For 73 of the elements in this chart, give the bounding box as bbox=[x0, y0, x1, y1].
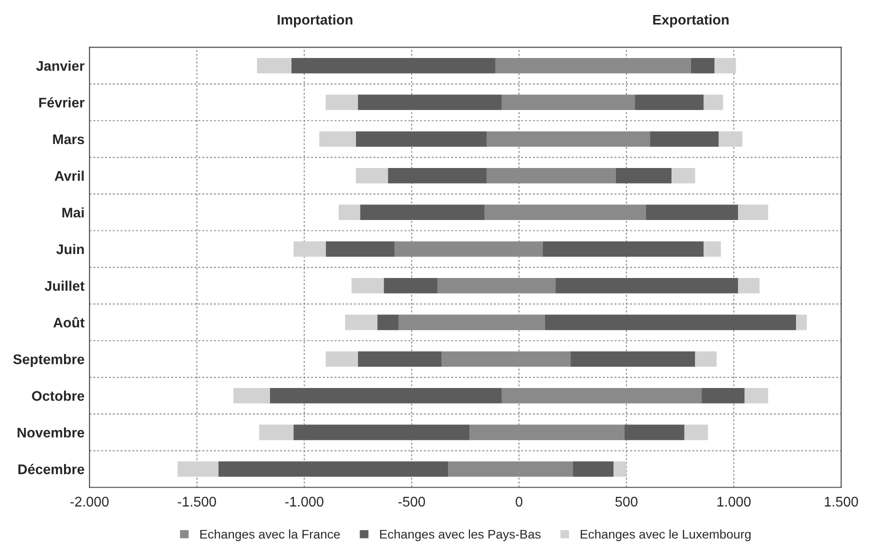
bar bbox=[377, 314, 399, 330]
bar bbox=[319, 131, 356, 147]
bar bbox=[572, 461, 614, 477]
x-tick-label: -2.000 bbox=[70, 496, 109, 507]
y-tick-label: Septembre bbox=[13, 354, 84, 367]
y-tick-label: Février bbox=[39, 97, 84, 108]
x-tick-label: -500 bbox=[398, 496, 426, 507]
y-tick-label: Novembre bbox=[18, 427, 84, 438]
bar bbox=[178, 461, 218, 477]
legend-label: Echanges avec la France bbox=[200, 529, 340, 542]
bar bbox=[718, 131, 742, 147]
bar bbox=[358, 94, 502, 110]
bar bbox=[646, 204, 738, 220]
y-tick-label: Juillet bbox=[44, 280, 84, 291]
bar bbox=[704, 241, 721, 257]
bar bbox=[356, 168, 388, 184]
bar bbox=[218, 461, 448, 477]
y-tick-label: Juin bbox=[56, 244, 84, 254]
x-tick-label: 1.000 bbox=[717, 496, 751, 507]
bar bbox=[738, 278, 760, 294]
text: Importation bbox=[278, 14, 352, 28]
x-tick-label: -1.500 bbox=[178, 496, 216, 507]
bar bbox=[358, 351, 442, 367]
x-tick-label: -1.000 bbox=[285, 496, 324, 507]
legend-label: Echanges avec les Pays-Bas bbox=[380, 529, 541, 542]
bar bbox=[672, 168, 696, 184]
bar bbox=[616, 168, 672, 184]
bar bbox=[294, 424, 470, 440]
bar bbox=[690, 58, 714, 74]
bar bbox=[257, 58, 292, 74]
text: Exportation bbox=[653, 14, 729, 28]
y-tick-label: Mai bbox=[62, 207, 84, 218]
bar bbox=[744, 388, 768, 404]
y-tick-label: Avril bbox=[54, 170, 84, 181]
bar bbox=[570, 351, 696, 367]
y-tick-label: Décembre bbox=[18, 464, 84, 474]
bar bbox=[259, 424, 294, 440]
bar bbox=[556, 278, 738, 294]
bar bbox=[702, 388, 745, 404]
bar bbox=[695, 351, 717, 367]
bar bbox=[614, 461, 626, 477]
y-tick-label: Janvier bbox=[36, 60, 84, 71]
bar bbox=[635, 94, 704, 110]
bar bbox=[544, 314, 796, 330]
bar bbox=[291, 58, 496, 74]
bar bbox=[384, 278, 438, 294]
bar bbox=[542, 241, 704, 257]
bar bbox=[684, 424, 708, 440]
bar bbox=[738, 204, 768, 220]
y-tick-label: Août bbox=[53, 317, 84, 328]
bar bbox=[360, 204, 485, 220]
bar bbox=[388, 168, 487, 184]
bar bbox=[704, 94, 724, 110]
bar bbox=[233, 388, 270, 404]
bar bbox=[326, 241, 394, 257]
y-tick-label: Mars bbox=[53, 134, 84, 144]
x-tick-label: 500 bbox=[615, 496, 638, 507]
bar bbox=[714, 58, 736, 74]
bar bbox=[796, 314, 807, 330]
x-tick-label: 0 bbox=[516, 496, 522, 507]
bar bbox=[338, 204, 360, 220]
bar bbox=[624, 424, 684, 440]
bar bbox=[356, 131, 487, 147]
y-tick-label: Octobre bbox=[32, 390, 84, 401]
bar bbox=[326, 351, 358, 367]
bar bbox=[650, 131, 719, 147]
bar bbox=[345, 314, 378, 330]
bar bbox=[326, 94, 358, 110]
legend-label: Echanges avec le Luxembourg bbox=[580, 529, 751, 542]
x-tick-label: 1.500 bbox=[824, 496, 858, 507]
bar bbox=[352, 278, 384, 294]
bar bbox=[294, 241, 326, 257]
bar bbox=[270, 388, 502, 404]
